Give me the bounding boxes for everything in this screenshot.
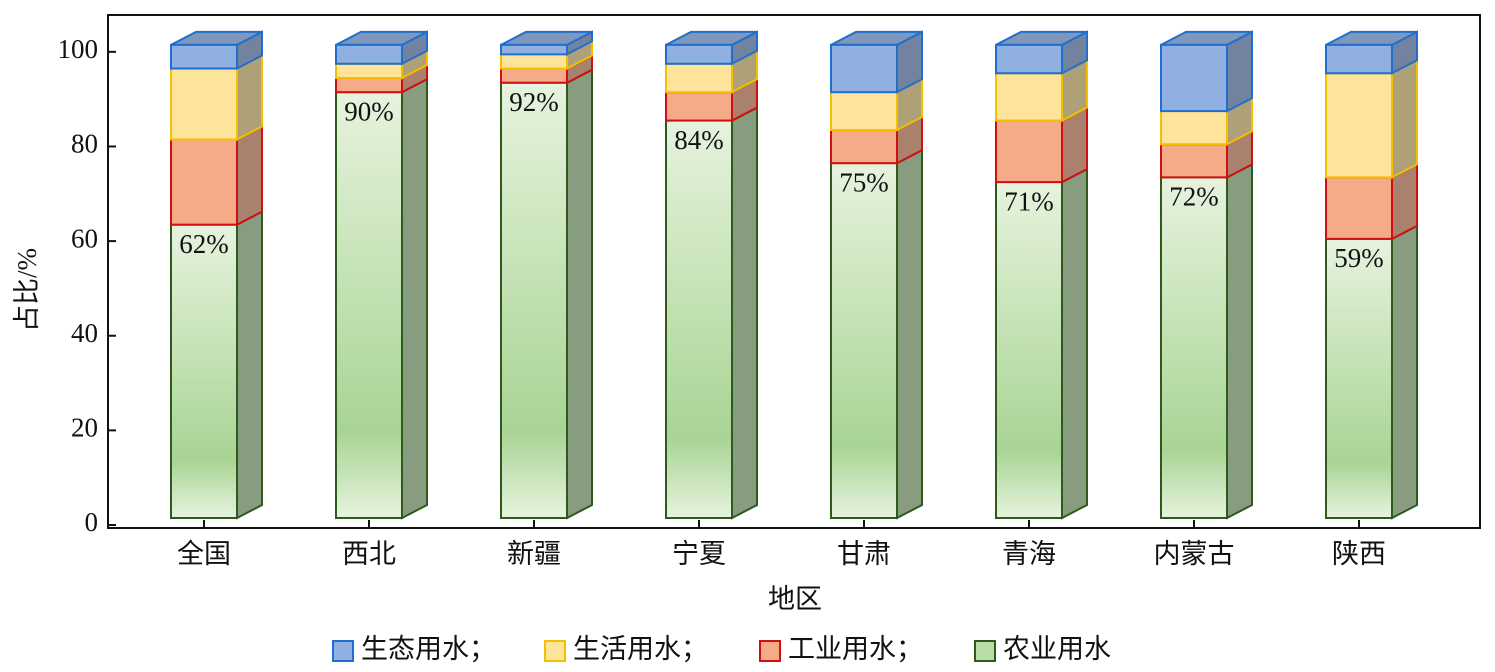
bar-side (1391, 58, 1418, 179)
x-tick-label: 西北 (342, 539, 396, 569)
value-label: 59% (1334, 243, 1384, 273)
bar (830, 43, 898, 94)
value-label: 90% (344, 96, 394, 126)
bar (995, 119, 1063, 184)
bar (1325, 43, 1393, 75)
bar (1325, 176, 1393, 240)
bar (335, 91, 403, 520)
bar-side (236, 210, 263, 520)
x-tick-label: 全国 (177, 539, 231, 569)
bar-side (896, 148, 923, 520)
value-label: 71% (1004, 186, 1054, 216)
value-label: 62% (179, 229, 229, 259)
bar (170, 67, 238, 141)
legend-swatch (974, 640, 996, 662)
bar-side (236, 124, 263, 227)
legend-label: 工业用水； (788, 634, 923, 664)
value-label: 72% (1169, 182, 1219, 212)
bar (1160, 110, 1228, 146)
bar (665, 119, 733, 520)
bar (665, 62, 733, 94)
y-axis-label: 占比/% (12, 248, 42, 332)
bar (830, 162, 898, 519)
bar (995, 43, 1063, 75)
bar-side (731, 105, 758, 520)
bar (335, 76, 403, 94)
y-tick-label: 100 (58, 34, 99, 64)
y-tick-label: 20 (71, 413, 98, 443)
bar-side (1061, 167, 1088, 520)
bar (830, 129, 898, 165)
legend-swatch (332, 640, 354, 662)
bar (170, 138, 238, 226)
bar (1325, 237, 1393, 519)
value-label: 92% (509, 87, 559, 117)
bar (1160, 43, 1228, 113)
legend-swatch (759, 640, 781, 662)
y-tick-label: 60 (71, 223, 98, 253)
bar (500, 43, 568, 56)
x-tick-label: 内蒙古 (1154, 539, 1235, 569)
bar (830, 91, 898, 132)
bar-side (401, 77, 428, 520)
y-tick-label: 40 (71, 318, 98, 348)
bar (665, 43, 733, 65)
bar (335, 43, 403, 65)
bar (995, 72, 1063, 122)
legend-label: 农业用水 (1003, 634, 1111, 664)
bar-side (566, 68, 593, 520)
bar (170, 43, 238, 70)
x-tick-label: 青海 (1002, 539, 1056, 569)
bar (500, 53, 568, 70)
x-tick-label: 宁夏 (672, 539, 726, 569)
bar (665, 91, 733, 122)
x-tick-label: 甘肃 (837, 539, 891, 569)
bar (1160, 176, 1228, 519)
legend-label: 生态用水； (361, 634, 496, 664)
legend-label: 生活用水； (573, 634, 708, 664)
x-tick-label: 新疆 (507, 539, 561, 569)
bar (1160, 143, 1228, 179)
y-tick-label: 0 (85, 507, 99, 537)
bar (500, 67, 568, 84)
y-tick-label: 80 (71, 129, 98, 159)
x-axis-label: 地区 (768, 584, 822, 614)
bar-side (1226, 162, 1253, 520)
bar-side (1391, 224, 1418, 520)
legend-swatch (544, 640, 566, 662)
bar (335, 62, 403, 79)
bar (995, 181, 1063, 519)
bar (170, 223, 238, 519)
value-label: 75% (839, 167, 889, 197)
x-tick-label: 陕西 (1332, 539, 1386, 569)
bar (500, 81, 568, 519)
plot-frame (107, 14, 1481, 529)
bar-side (236, 53, 263, 142)
value-label: 84% (674, 125, 724, 155)
bar (1325, 72, 1393, 179)
